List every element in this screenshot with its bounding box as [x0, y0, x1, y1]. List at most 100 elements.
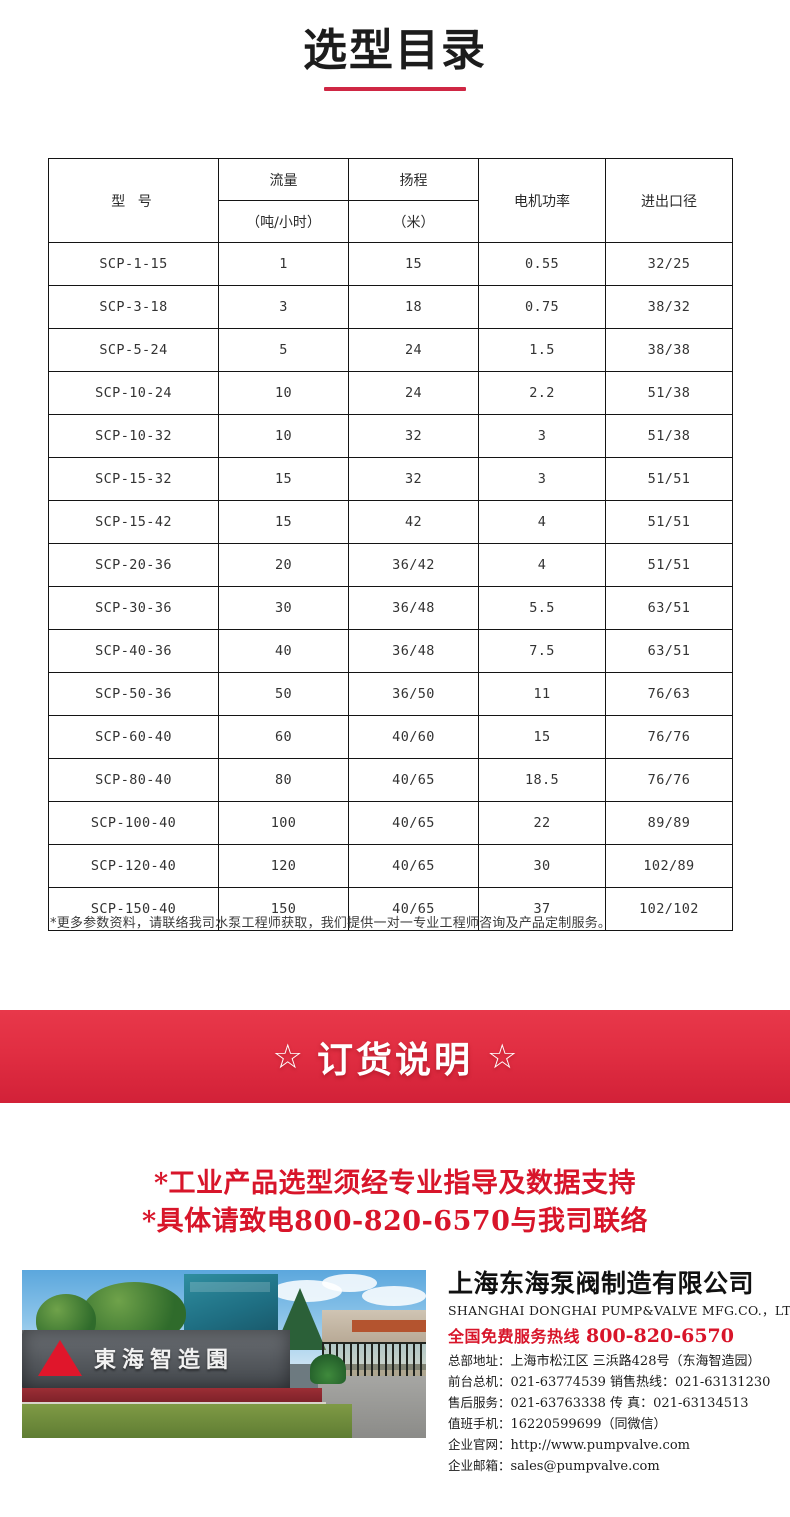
title-underline	[324, 87, 466, 92]
cell-head: 40/60	[348, 715, 479, 759]
cell-port: 63/51	[605, 629, 733, 673]
cell-port: 51/51	[605, 543, 733, 587]
photo-lawn	[22, 1404, 352, 1438]
contact-label: 售后服务：	[448, 1395, 511, 1411]
title-block: 选型目录	[0, 0, 790, 92]
table-row: SCP-30-36 30 36/48 5.5 63/51	[48, 586, 733, 630]
cell-model: SCP-3-18	[48, 285, 219, 329]
table-row: SCP-20-36 20 36/42 4 51/51	[48, 543, 733, 587]
factory-gate-photo: 東海智造園	[22, 1270, 426, 1438]
contact-value: http://www.pumpvalve.com	[510, 1438, 690, 1454]
cell-model: SCP-5-24	[48, 328, 219, 372]
table-row: SCP-150-40 150 40/65 37 102/102	[48, 887, 733, 931]
table-row: SCP-50-36 50 36/50 11 76/63	[48, 672, 733, 716]
cell-flow: 15	[218, 457, 349, 501]
footer: 東海智造園 上海东海泵阀制造有限公司 SHANGHAI DONGHAI PUMP…	[0, 1270, 790, 1474]
cell-model: SCP-40-36	[48, 629, 219, 673]
table-row: SCP-10-24 10 24 2.2 51/38	[48, 371, 733, 415]
cell-port: 76/76	[605, 758, 733, 802]
contact-label: 企业官网：	[448, 1437, 511, 1453]
table-row: SCP-60-40 60 40/60 15 76/76	[48, 715, 733, 759]
header-power: 电机功率	[478, 158, 606, 243]
cell-power: 22	[478, 801, 606, 845]
table-row: SCP-10-32 10 32 3 51/38	[48, 414, 733, 458]
cell-model: SCP-15-32	[48, 457, 219, 501]
cell-flow: 1	[218, 242, 349, 286]
cell-port: 51/51	[605, 457, 733, 501]
cell-flow: 60	[218, 715, 349, 759]
cell-power: 3	[478, 414, 606, 458]
cell-power: 15	[478, 715, 606, 759]
photo-red-roof	[352, 1320, 426, 1332]
header-flow: 流量	[218, 158, 349, 201]
hotline-number: 800-820-6570	[586, 1325, 734, 1347]
header-row-2: （吨/小时） （米）	[49, 200, 733, 243]
company-info: 上海东海泵阀制造有限公司 SHANGHAI DONGHAI PUMP&VALVE…	[448, 1270, 790, 1477]
order-instructions-banner: ☆ 订货说明 ☆	[0, 1010, 790, 1103]
cell-flow: 30	[218, 586, 349, 630]
hotline-label: 全国免费服务热线	[448, 1327, 581, 1346]
cell-flow: 3	[218, 285, 349, 329]
contact-label: 前台总机：	[448, 1374, 511, 1390]
contact-line: 企业官网：http://www.pumpvalve.com	[448, 1435, 778, 1456]
cell-power: 7.5	[478, 629, 606, 673]
cell-model: SCP-30-36	[48, 586, 219, 630]
banner-title: 订货说明	[316, 1039, 473, 1081]
cell-port: 63/51	[605, 586, 733, 630]
contact-label: 值班手机：	[448, 1416, 511, 1432]
cell-power: 0.55	[478, 242, 606, 286]
cell-model: SCP-1-15	[48, 242, 219, 286]
page-title: 选型目录	[303, 25, 487, 76]
header-head: 扬程	[348, 158, 479, 201]
photo-palm-shrub	[310, 1354, 346, 1384]
photo-wall-text: 東海智造園	[94, 1348, 235, 1373]
company-name-en: SHANGHAI DONGHAI PUMP&VALVE MFG.CO.，LTD.	[448, 1303, 790, 1318]
cell-model: SCP-80-40	[48, 758, 219, 802]
cell-flow: 10	[218, 414, 349, 458]
header-model: 型 号	[48, 158, 219, 243]
contact-label: 企业邮箱：	[448, 1458, 511, 1474]
contact-line: 前台总机：021-63774539 销售热线：021-63131230	[448, 1372, 778, 1393]
cell-model: SCP-20-36	[48, 543, 219, 587]
donghai-triangle-logo-icon	[38, 1340, 82, 1376]
cell-head: 40/65	[348, 758, 479, 802]
cell-port: 76/76	[605, 715, 733, 759]
table-row: SCP-3-18 3 18 0.75 38/32	[48, 285, 733, 329]
cell-head: 42	[348, 500, 479, 544]
spec-table-wrapper: 型 号 流量 扬程 电机功率 进出口径 （吨/小时） （米） SCP-1-15 1…	[48, 158, 733, 931]
cell-flow: 80	[218, 758, 349, 802]
header-head-unit: （米）	[348, 200, 479, 243]
cell-model: SCP-120-40	[48, 844, 219, 888]
cell-port: 38/38	[605, 328, 733, 372]
cell-port: 102/89	[605, 844, 733, 888]
contact-label: 总部地址：	[448, 1353, 511, 1368]
cell-flow: 50	[218, 672, 349, 716]
cell-port: 51/51	[605, 500, 733, 544]
cell-flow: 40	[218, 629, 349, 673]
header-flow-unit: （吨/小时）	[218, 200, 349, 243]
cell-flow: 150	[218, 887, 349, 931]
spec-table-head: 型 号 流量 扬程 电机功率 进出口径 （吨/小时） （米）	[48, 158, 733, 243]
cell-head: 40/65	[348, 801, 479, 845]
table-row: SCP-5-24 5 24 1.5 38/38	[48, 328, 733, 372]
cell-head: 36/48	[348, 629, 479, 673]
company-hotline: 全国免费服务热线 800-820-6570	[448, 1323, 778, 1347]
table-row: SCP-15-42 15 42 4 51/51	[48, 500, 733, 544]
table-row: SCP-15-32 15 32 3 51/51	[48, 457, 733, 501]
contact-value: 021-63763338 传 真：021-63134513	[510, 1396, 749, 1412]
cell-port: 89/89	[605, 801, 733, 845]
cell-flow: 5	[218, 328, 349, 372]
cell-flow: 120	[218, 844, 349, 888]
spec-table-body: SCP-1-15 1 15 0.55 32/25 SCP-3-18 3 18 0.75 38/32…	[48, 242, 733, 931]
cell-power: 3	[478, 457, 606, 501]
table-row: SCP-80-40 80 40/65 18.5 76/76	[48, 758, 733, 802]
cell-head: 18	[348, 285, 479, 329]
contact-value: 16220599699（同微信）	[510, 1417, 667, 1433]
cell-port: 51/38	[605, 414, 733, 458]
header-port: 进出口径	[605, 158, 733, 243]
photo-cloud	[322, 1274, 377, 1292]
cell-head: 24	[348, 328, 479, 372]
cell-head: 40/65	[348, 844, 479, 888]
contact-line: 值班手机：16220599699（同微信）	[448, 1414, 778, 1435]
cell-power: 2.2	[478, 371, 606, 415]
